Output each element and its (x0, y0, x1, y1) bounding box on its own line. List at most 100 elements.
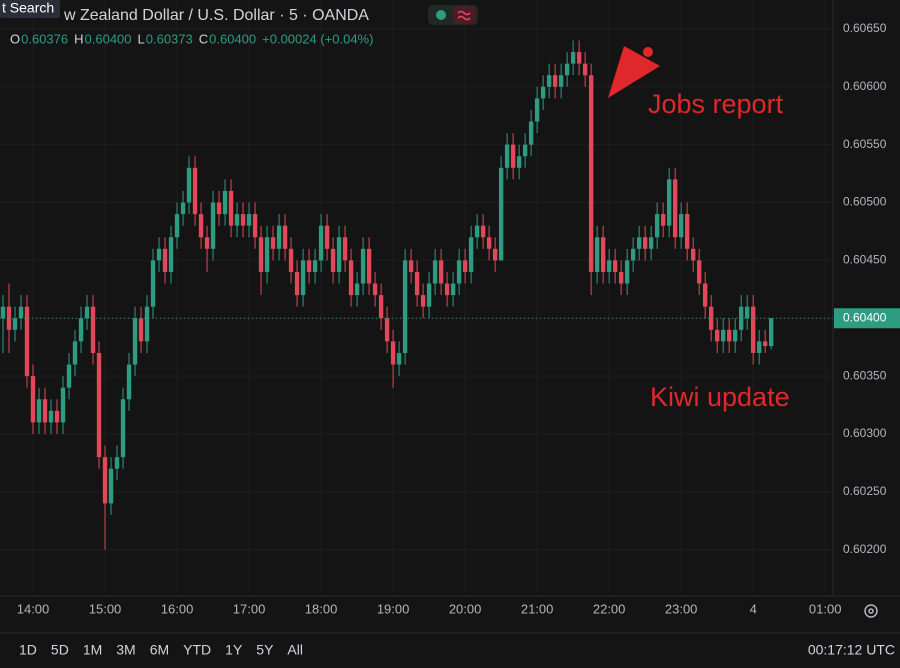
range-button[interactable]: YTD (183, 642, 211, 658)
candle-body (576, 52, 582, 64)
search-button[interactable] (0, 0, 60, 18)
range-button[interactable]: 5Y (256, 642, 274, 658)
candle-body (600, 237, 606, 272)
candle-body (204, 237, 210, 249)
range-button[interactable]: 6M (150, 642, 169, 658)
data-status (453, 6, 475, 24)
y-tick-label: 0.60200 (843, 542, 887, 556)
candle-body (564, 63, 570, 76)
toolbar: 1D 5D 1M 3M 6M YTD 1Y 5Y All 00:17:12 UTC (19, 642, 895, 658)
candle-body (96, 352, 102, 458)
annotation-arrow-knob (643, 47, 653, 57)
candle-body (450, 283, 456, 296)
range-button[interactable]: 1D (19, 642, 37, 658)
candle-body (138, 318, 144, 342)
y-tick-label: 0.60250 (843, 484, 887, 498)
candle-body (474, 225, 480, 238)
candle-body (702, 283, 708, 307)
candle-body (144, 306, 150, 342)
candle-body (672, 179, 678, 238)
candle-body (222, 190, 228, 215)
range-button[interactable]: All (287, 642, 303, 658)
data-status-icon (457, 10, 471, 21)
candle-body (492, 248, 498, 261)
candle-body (66, 364, 72, 388)
settings-icon[interactable] (864, 604, 878, 618)
candle-body (606, 260, 612, 272)
x-tick-label: 19:00 (377, 601, 410, 616)
y-tick-label: 0.60650 (843, 21, 887, 35)
candle-body (168, 237, 174, 272)
candle-body (540, 86, 546, 99)
candle-body (408, 260, 414, 272)
settings-icon-center (868, 608, 874, 614)
candle-body (480, 225, 486, 238)
candle-body (48, 410, 54, 423)
y-tick-label: 0.60600 (843, 79, 887, 93)
x-tick-label: 15:00 (89, 601, 122, 616)
candle-body (504, 144, 510, 168)
candle-body (42, 399, 48, 423)
candle-body (264, 237, 270, 272)
candle-body (726, 329, 732, 342)
candle-body (612, 260, 618, 272)
candle-body (636, 237, 642, 249)
candle-body (522, 144, 528, 157)
annotation: Jobs report (648, 89, 784, 119)
range-button[interactable]: 3M (116, 642, 135, 658)
candle-body (24, 306, 30, 377)
candle-body (102, 457, 108, 504)
candle-body (18, 306, 24, 319)
candle-body (126, 364, 132, 400)
candles (0, 40, 774, 550)
candle-body (84, 306, 90, 319)
candle-body (228, 190, 234, 226)
search-label[interactable]: t Search (2, 0, 54, 16)
candle-body (300, 260, 306, 296)
candle-body (54, 410, 60, 423)
candle-body (282, 225, 288, 249)
candle-body (618, 271, 624, 284)
range-button[interactable]: 1Y (225, 642, 243, 658)
candle-body (534, 98, 540, 122)
candle-body (738, 306, 744, 330)
candle-body (486, 237, 492, 249)
candle-body (348, 260, 354, 296)
candle-body (180, 202, 186, 215)
x-tick-label: 14:00 (17, 601, 50, 616)
candle-body (414, 271, 420, 296)
legend-value: 0.60376 (21, 31, 68, 46)
candle-body (294, 271, 300, 296)
legend-key: O (10, 31, 20, 46)
candle-body (162, 248, 168, 272)
candle-body (150, 260, 156, 307)
last-price-label: 0.60400 (843, 310, 887, 324)
grid (0, 0, 833, 596)
candle-body (0, 306, 6, 319)
legend-key: L (138, 31, 145, 46)
candle-body (78, 318, 84, 342)
candle-body (360, 248, 366, 284)
annotation: Kiwi update (650, 382, 790, 412)
candle-body (366, 248, 372, 284)
candle-body (72, 341, 78, 365)
range-button[interactable]: 5D (51, 642, 69, 658)
candle-body (750, 306, 756, 353)
candle-body (708, 306, 714, 330)
candle-body (594, 237, 600, 272)
range-button[interactable]: 1M (83, 642, 102, 658)
symbol-title: w Zealand Dollar / U.S. Dollar · 5 · OAN… (63, 7, 369, 24)
candle-body (696, 260, 702, 284)
candle-body (276, 225, 282, 249)
candle-body (630, 248, 636, 261)
candle-body (390, 341, 396, 365)
candle-body (660, 214, 666, 226)
candle-body (270, 237, 276, 249)
candle-body (666, 179, 672, 226)
candle-body (30, 376, 36, 423)
y-tick-label: 0.60550 (843, 137, 887, 151)
clock: 00:17:12 UTC (808, 642, 895, 658)
candle-body (318, 225, 324, 261)
